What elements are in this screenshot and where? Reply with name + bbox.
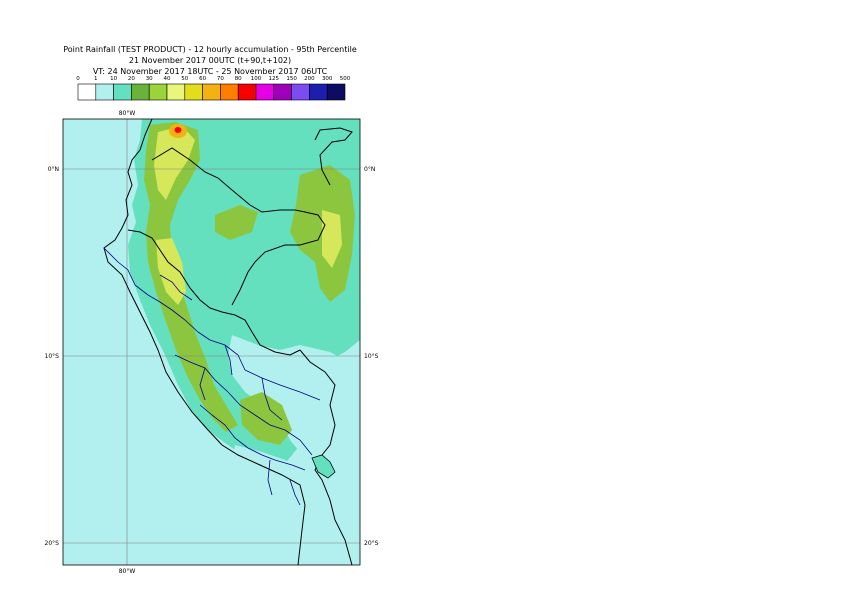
map-title: Point Rainfall (TEST PRODUCT) - 12 hourl…: [63, 45, 357, 54]
lat-label-10s-right: 10°S: [364, 353, 379, 360]
rain-zone-green-mid: [215, 205, 258, 240]
lon-label-bottom: 80°W: [119, 568, 136, 575]
rain-zone-light: [228, 335, 345, 452]
department-border: [199, 404, 249, 449]
rain-max-red: [174, 127, 182, 133]
lon-label-top: 80°W: [119, 110, 136, 117]
department-border: [159, 274, 193, 301]
country-border-brazil: [299, 349, 353, 565]
coastline: [103, 119, 306, 565]
country-border-east: [314, 127, 353, 186]
rain-zone-green-andes: [144, 122, 238, 432]
rain-zone-yellow-east: [322, 210, 342, 268]
lat-label-10s-left: 10°S: [45, 353, 60, 360]
country-border-peru-ecuador: [127, 229, 301, 356]
lake-titicaca: [311, 454, 336, 479]
run-time-label: 21 November 2017 00UTC (t+90,t+102): [128, 56, 292, 65]
department-border: [289, 479, 301, 506]
department-border: [147, 294, 199, 333]
department-border: [199, 367, 206, 401]
country-border-ecuador-north: [151, 147, 326, 306]
lat-label-20s-right: 20°S: [364, 540, 379, 547]
lat-label-20s-left: 20°S: [45, 540, 60, 547]
lat-label-eq-left: 0°N: [48, 166, 59, 173]
department-border: [284, 429, 313, 456]
department-border: [244, 369, 321, 401]
map-frame: [62, 118, 361, 566]
department-border: [227, 391, 286, 431]
valid-time-label: VT: 24 November 2017 18UTC - 25 November…: [92, 67, 328, 76]
department-border: [261, 377, 283, 421]
rain-zone-yellow-north: [154, 126, 195, 200]
department-border: [267, 459, 273, 496]
rain-zone-green-south: [240, 392, 292, 445]
department-border: [103, 247, 149, 296]
department-border: [247, 447, 306, 471]
rain-zone-light-south: [228, 445, 305, 565]
department-border: [224, 344, 233, 376]
lat-label-eq-right: 0°N: [364, 166, 375, 173]
